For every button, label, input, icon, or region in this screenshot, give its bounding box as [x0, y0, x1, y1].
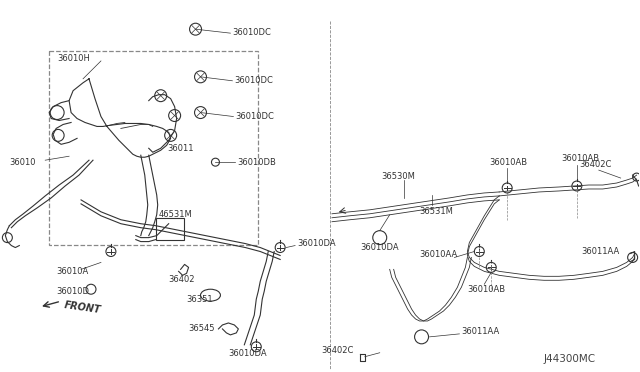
- Text: 36011AA: 36011AA: [581, 247, 619, 256]
- Text: 36402C: 36402C: [321, 346, 354, 355]
- Text: 36010A: 36010A: [56, 267, 88, 276]
- Text: 36011: 36011: [168, 144, 194, 153]
- Text: J44300MC: J44300MC: [544, 354, 596, 364]
- Text: 36010DA: 36010DA: [297, 239, 336, 248]
- Text: 36010AA: 36010AA: [420, 250, 458, 259]
- Text: 36010DB: 36010DB: [237, 158, 276, 167]
- Text: 46531M: 46531M: [159, 210, 193, 219]
- Text: 36545: 36545: [189, 324, 215, 333]
- Text: 36010AB: 36010AB: [489, 158, 527, 167]
- Text: 36010DC: 36010DC: [232, 28, 271, 37]
- Text: 36010: 36010: [10, 158, 36, 167]
- Text: 36011AA: 36011AA: [461, 327, 500, 336]
- Text: 36530M: 36530M: [381, 171, 415, 180]
- Text: 36402: 36402: [169, 275, 195, 284]
- Text: FRONT: FRONT: [63, 300, 101, 315]
- Text: 36010DC: 36010DC: [236, 112, 275, 121]
- Text: 36010DA: 36010DA: [360, 243, 399, 252]
- Text: 36010DA: 36010DA: [228, 349, 267, 358]
- Text: 36402C: 36402C: [579, 160, 611, 169]
- Text: 36010AB: 36010AB: [561, 154, 599, 163]
- Text: 36531M: 36531M: [420, 207, 454, 216]
- Text: 36351: 36351: [187, 295, 213, 304]
- Text: 36010H: 36010H: [57, 54, 90, 64]
- Text: 36010AB: 36010AB: [467, 285, 506, 294]
- Text: 36010D: 36010D: [56, 287, 89, 296]
- Text: 36010DC: 36010DC: [234, 76, 273, 85]
